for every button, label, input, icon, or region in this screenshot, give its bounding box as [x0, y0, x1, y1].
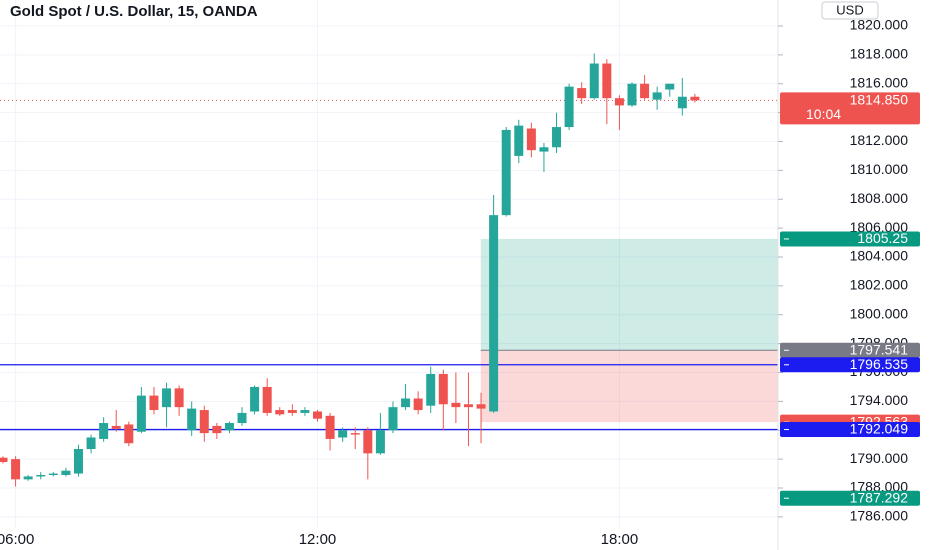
candle-body — [174, 388, 184, 408]
y-tick-label: 1808.000 — [850, 190, 909, 206]
candle-body — [162, 388, 172, 408]
candle-body — [187, 408, 197, 431]
candle-body — [640, 83, 650, 99]
candle-body — [476, 404, 486, 409]
y-tick-label: 1794.000 — [850, 392, 909, 408]
currency-box — [821, 1, 879, 20]
candle-body — [552, 127, 562, 148]
entry-label: 1797.541 — [850, 341, 909, 357]
candle-body — [690, 96, 700, 101]
candle-body — [451, 402, 461, 408]
loss-zone — [480, 350, 778, 423]
candle-body — [300, 410, 310, 413]
price-line-label-bg — [780, 357, 920, 373]
entry-label-bg — [780, 342, 920, 358]
y-tick-label: 1812.000 — [850, 132, 909, 148]
candle-body — [602, 63, 612, 99]
candle-body — [514, 125, 524, 156]
candle-body — [577, 88, 587, 99]
y-tick-label: 1786.000 — [850, 508, 909, 524]
candle-body — [375, 430, 385, 454]
candle-body — [677, 96, 687, 109]
candle-body — [262, 386, 272, 413]
candle-body — [275, 410, 285, 415]
candle-body — [426, 373, 436, 406]
candle-body — [199, 410, 209, 434]
candle-body — [99, 423, 109, 439]
y-tick-label: 1820.000 — [850, 17, 909, 33]
candle-body — [111, 425, 121, 429]
countdown-label: 10:04 — [806, 106, 841, 122]
candle-body — [0, 457, 8, 463]
target-label-bg — [780, 231, 920, 247]
candle-body — [61, 470, 71, 476]
plot-area — [0, 0, 778, 528]
x-tick-label: 06:00 — [0, 531, 34, 548]
price-line-label: 1796.535 — [850, 356, 909, 372]
y-tick-label: 1800.000 — [850, 305, 909, 321]
y-tick-label: 1806.000 — [850, 219, 909, 235]
candle-body — [438, 373, 448, 405]
candle-body — [526, 128, 536, 151]
x-tick-label: 18:00 — [601, 531, 639, 548]
profit-zone — [480, 238, 778, 351]
candle-body — [363, 430, 373, 454]
candle-body — [338, 430, 348, 438]
chart-title: Gold Spot / U.S. Dollar, 15, OANDA — [10, 3, 258, 20]
candle-body — [212, 425, 222, 434]
candle-body — [564, 86, 574, 128]
candle-body — [614, 98, 624, 106]
candle-body — [237, 412, 247, 424]
candle-body — [136, 395, 146, 432]
candle-body — [463, 404, 473, 408]
axis-price-label-bg — [780, 490, 920, 506]
candle-body — [250, 386, 260, 412]
candle-body — [36, 475, 46, 477]
candle-body — [313, 411, 322, 419]
y-tick-label: 1790.000 — [850, 450, 909, 466]
candle-body — [652, 92, 662, 100]
x-tick-label: 12:00 — [299, 531, 337, 548]
candle-body — [149, 395, 159, 411]
candle-body — [539, 147, 549, 152]
candle-body — [224, 423, 234, 431]
candle-body — [48, 473, 58, 476]
candle-body — [489, 215, 499, 412]
candle-body — [287, 410, 297, 413]
candle-body — [665, 83, 675, 90]
candle-body — [401, 398, 411, 408]
y-tick-label: 1804.000 — [850, 248, 909, 264]
candle-body — [589, 63, 599, 99]
candle-body — [325, 415, 335, 439]
last-price-label: 1814.850 — [850, 92, 909, 108]
last-price-bg — [780, 92, 920, 125]
candle-body — [388, 407, 398, 431]
target-label: 1805.25 — [857, 230, 908, 246]
price-line-label: 1792.049 — [850, 421, 909, 437]
y-tick-label: 1802.000 — [850, 277, 909, 293]
candle-body — [413, 398, 423, 411]
y-tick-label: 1818.000 — [850, 46, 909, 62]
candle-body — [350, 433, 360, 435]
candle-body — [86, 437, 96, 450]
candle-body — [23, 476, 33, 480]
axis-price-label: 1787.292 — [850, 489, 909, 505]
candle-body — [501, 129, 511, 216]
currency-label: USD — [836, 2, 863, 17]
price-axis: USD1786.0001788.0001790.0001792.0001794.… — [777, 0, 920, 550]
candle-body — [73, 449, 83, 474]
candle-body — [11, 459, 21, 480]
price-line-label-bg — [780, 422, 920, 438]
y-tick-label: 1788.000 — [850, 479, 909, 495]
y-tick-label: 1816.000 — [850, 74, 909, 90]
y-tick-label: 1810.000 — [850, 161, 909, 177]
candle-body — [627, 83, 637, 106]
candle-body — [124, 424, 134, 444]
